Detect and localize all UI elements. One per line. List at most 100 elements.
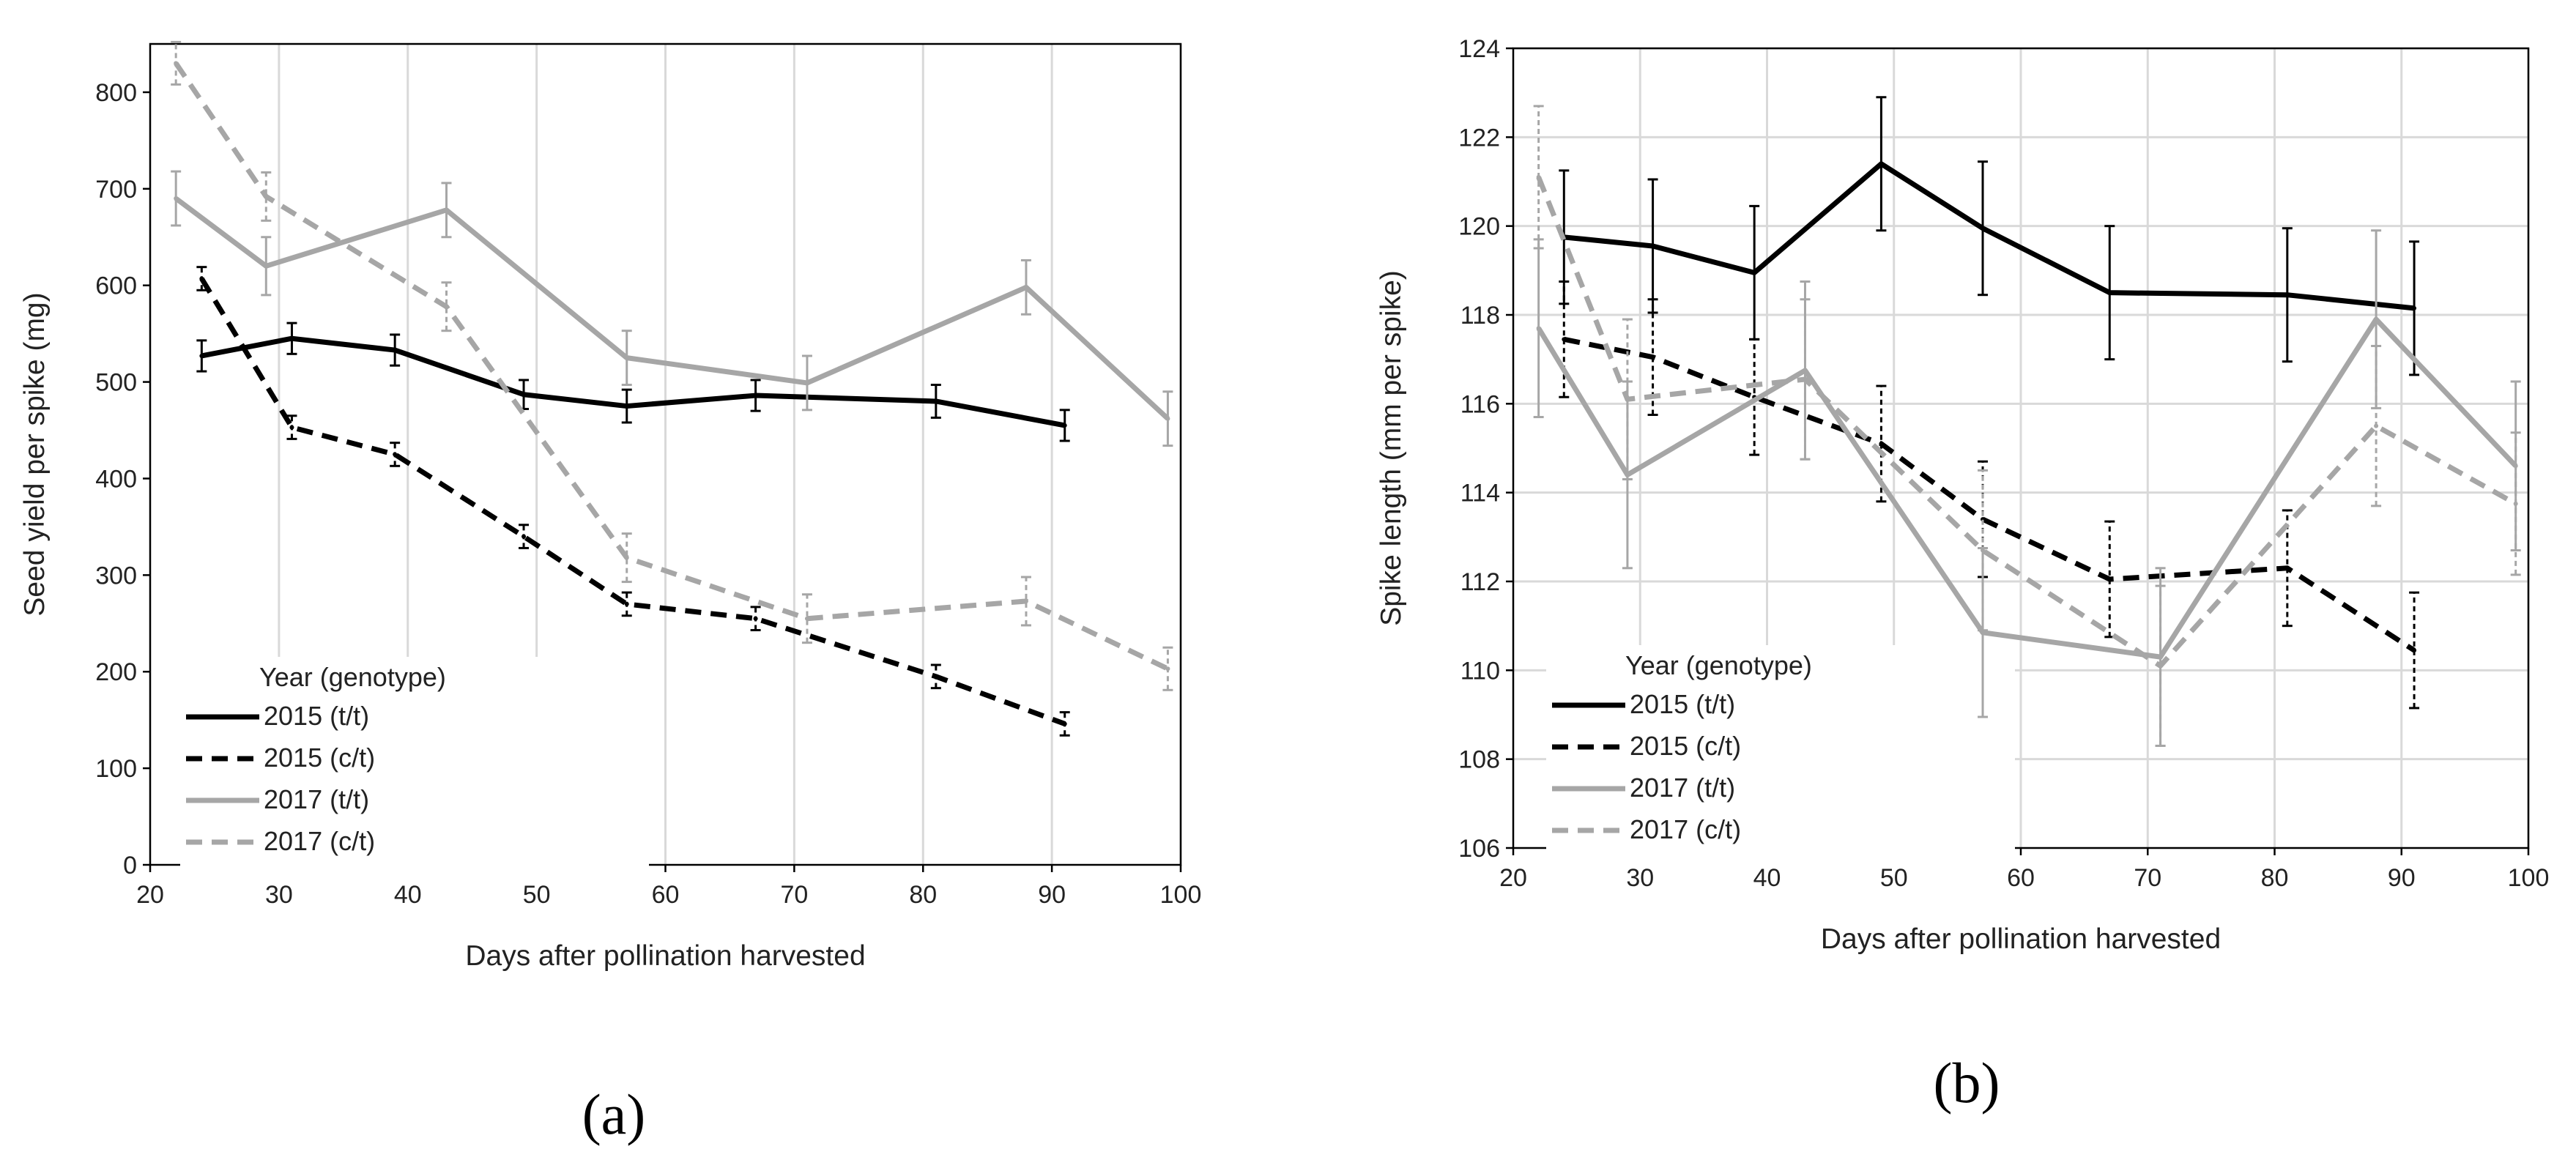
data-point: [1536, 326, 1541, 331]
data-point: [624, 601, 629, 606]
y-tick-label: 300: [95, 562, 137, 589]
data-point: [804, 616, 809, 621]
legend-label: 2017 (c/t): [1630, 814, 1741, 844]
data-point: [1562, 337, 1567, 342]
y-tick-label: 400: [95, 465, 137, 493]
data-point: [1023, 598, 1028, 603]
data-point: [1879, 441, 1884, 446]
x-tick-label: 70: [2134, 864, 2161, 892]
data-point: [289, 336, 294, 341]
legend: Year (genotype) 2015 (t/t) 2015 (c/t) 2017 …: [180, 657, 649, 877]
data-point: [1023, 285, 1028, 290]
y-axis-title: Seed yield per spike (mg): [19, 292, 51, 616]
legend-label: 2015 (c/t): [1630, 731, 1741, 761]
x-tick-label: 90: [2388, 864, 2416, 892]
x-tick-label: 30: [265, 881, 293, 909]
data-point: [1981, 226, 1986, 231]
panel-caption: (a): [582, 1082, 646, 1146]
data-point: [1165, 666, 1170, 672]
data-point: [1981, 630, 1986, 635]
data-point: [1536, 174, 1541, 179]
y-tick-label: 106: [1458, 835, 1500, 863]
data-point: [393, 452, 398, 457]
legend-label: 2015 (t/t): [1630, 689, 1735, 719]
x-tick-label: 70: [780, 881, 808, 909]
x-tick-label: 40: [1753, 864, 1781, 892]
series-line: [174, 196, 1170, 421]
data-point: [199, 353, 204, 358]
data-point: [804, 380, 809, 385]
y-tick-label: 600: [95, 272, 137, 300]
x-tick-label: 80: [909, 881, 937, 909]
y-tick-label: 118: [1460, 302, 1500, 330]
data-point: [2107, 290, 2112, 295]
chart-panel-a: 20 30 40 50 60 70 80 90 100 0 100 200 300 400 500 600 70…: [19, 40, 1201, 1146]
x-tick-label: 20: [136, 881, 164, 909]
y-tick-label: 116: [1460, 390, 1500, 418]
legend-label: 2015 (t/t): [264, 701, 369, 731]
x-axis-title: Days after pollination harvested: [1821, 923, 2221, 955]
y-tick-label: 0: [123, 852, 137, 879]
data-point: [2284, 292, 2290, 297]
series-2: [196, 266, 1070, 737]
data-point: [264, 264, 269, 269]
x-tick-label: 60: [652, 881, 680, 909]
data-point: [1650, 243, 1655, 248]
legend-label: 2015 (c/t): [264, 743, 375, 773]
data-point: [444, 207, 449, 212]
data-point: [1879, 161, 1884, 166]
series-line: [199, 277, 1066, 726]
data-point: [2158, 663, 2163, 669]
data-point: [264, 194, 269, 199]
data-point: [174, 196, 179, 201]
series-1: [1559, 96, 2420, 376]
legend-title: Year (genotype): [259, 662, 446, 692]
data-point: [174, 61, 179, 66]
x-tick-label: 90: [1038, 881, 1066, 909]
y-tick-label: 110: [1460, 657, 1500, 685]
data-point: [753, 616, 758, 621]
y-tick-label: 108: [1458, 746, 1500, 774]
y-axis-title: Spike length (mm per spike): [1376, 270, 1407, 626]
series-1: [196, 321, 1070, 442]
legend-label: 2017 (t/t): [1630, 773, 1735, 803]
data-point: [2374, 317, 2379, 322]
y-tick-label: 200: [95, 658, 137, 686]
legend-background: [1546, 645, 2015, 865]
data-point: [1981, 548, 1986, 553]
legend-title: Year (genotype): [1625, 650, 1812, 680]
x-tick-label: 100: [2508, 864, 2550, 892]
data-point: [1625, 397, 1630, 402]
data-point: [2284, 565, 2290, 570]
y-tick-label: 800: [95, 79, 137, 107]
data-point: [1650, 354, 1655, 360]
data-point: [1803, 376, 1808, 382]
data-point: [2374, 423, 2379, 428]
y-tick-label: 500: [95, 369, 137, 397]
data-point: [753, 393, 758, 398]
y-tick-label: 114: [1460, 480, 1500, 507]
data-point: [624, 403, 629, 409]
data-point: [624, 355, 629, 360]
y-tick-label: 120: [1458, 213, 1500, 241]
legend-label: 2017 (c/t): [264, 826, 375, 856]
series-4: [1533, 105, 2521, 747]
legend-label: 2017 (t/t): [264, 784, 369, 814]
data-point: [1752, 270, 1757, 275]
data-point: [521, 392, 527, 397]
x-tick-label: 40: [394, 881, 422, 909]
x-tick-label: 80: [2261, 864, 2289, 892]
data-point: [199, 276, 204, 281]
series-line: [1563, 161, 2415, 311]
data-point: [289, 425, 294, 430]
series-4: [171, 40, 1173, 691]
data-point: [521, 534, 527, 539]
series-3: [171, 170, 1173, 447]
data-point: [1062, 423, 1067, 428]
y-tick-label: 100: [95, 755, 137, 783]
panel-caption: (b): [1934, 1051, 2000, 1115]
data-point: [1062, 721, 1067, 726]
y-tick-label: 122: [1458, 124, 1500, 152]
series-line: [1563, 336, 2416, 652]
